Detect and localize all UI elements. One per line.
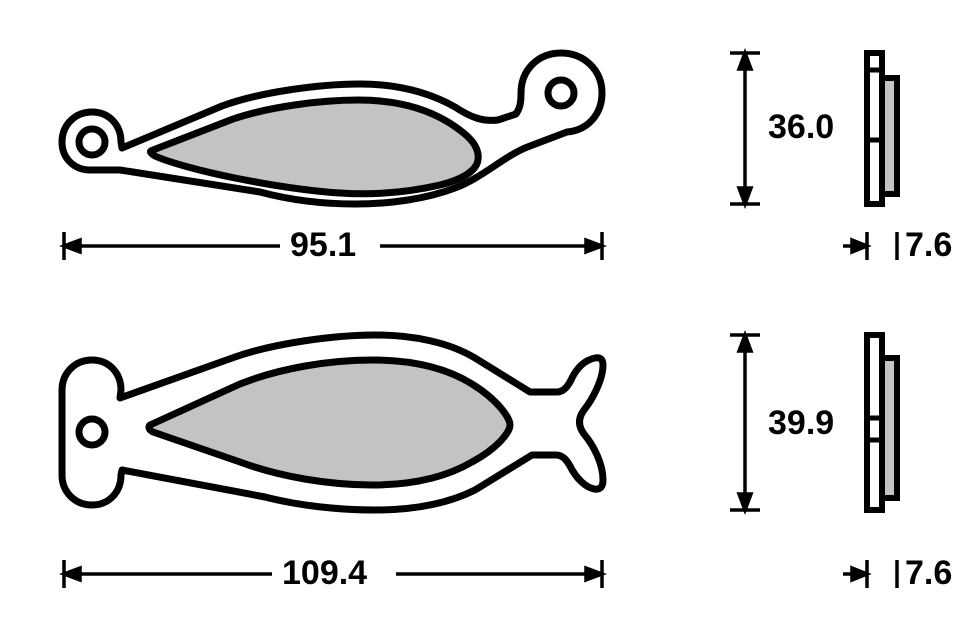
label-top-height: 36.0 — [768, 108, 834, 147]
label-bottom-width: 109.4 — [282, 554, 367, 593]
label-bottom-height: 39.9 — [768, 404, 834, 443]
pad-bottom-front — [62, 335, 603, 510]
pad-top-side — [867, 53, 897, 204]
dim-bottom-thickness — [843, 560, 897, 588]
dim-top-thickness — [843, 232, 897, 260]
dim-top-height — [730, 53, 760, 204]
label-top-thickness: 7.6 — [905, 226, 952, 265]
dim-bottom-height — [730, 335, 760, 510]
technical-drawing-svg — [0, 0, 960, 640]
pad-top-front — [62, 53, 602, 204]
label-bottom-thickness: 7.6 — [905, 554, 952, 593]
label-top-width: 95.1 — [290, 226, 356, 265]
diagram-canvas: 95.1 36.0 7.6 109.4 39.9 7.6 — [0, 0, 960, 640]
pad-bottom-side — [867, 335, 897, 510]
